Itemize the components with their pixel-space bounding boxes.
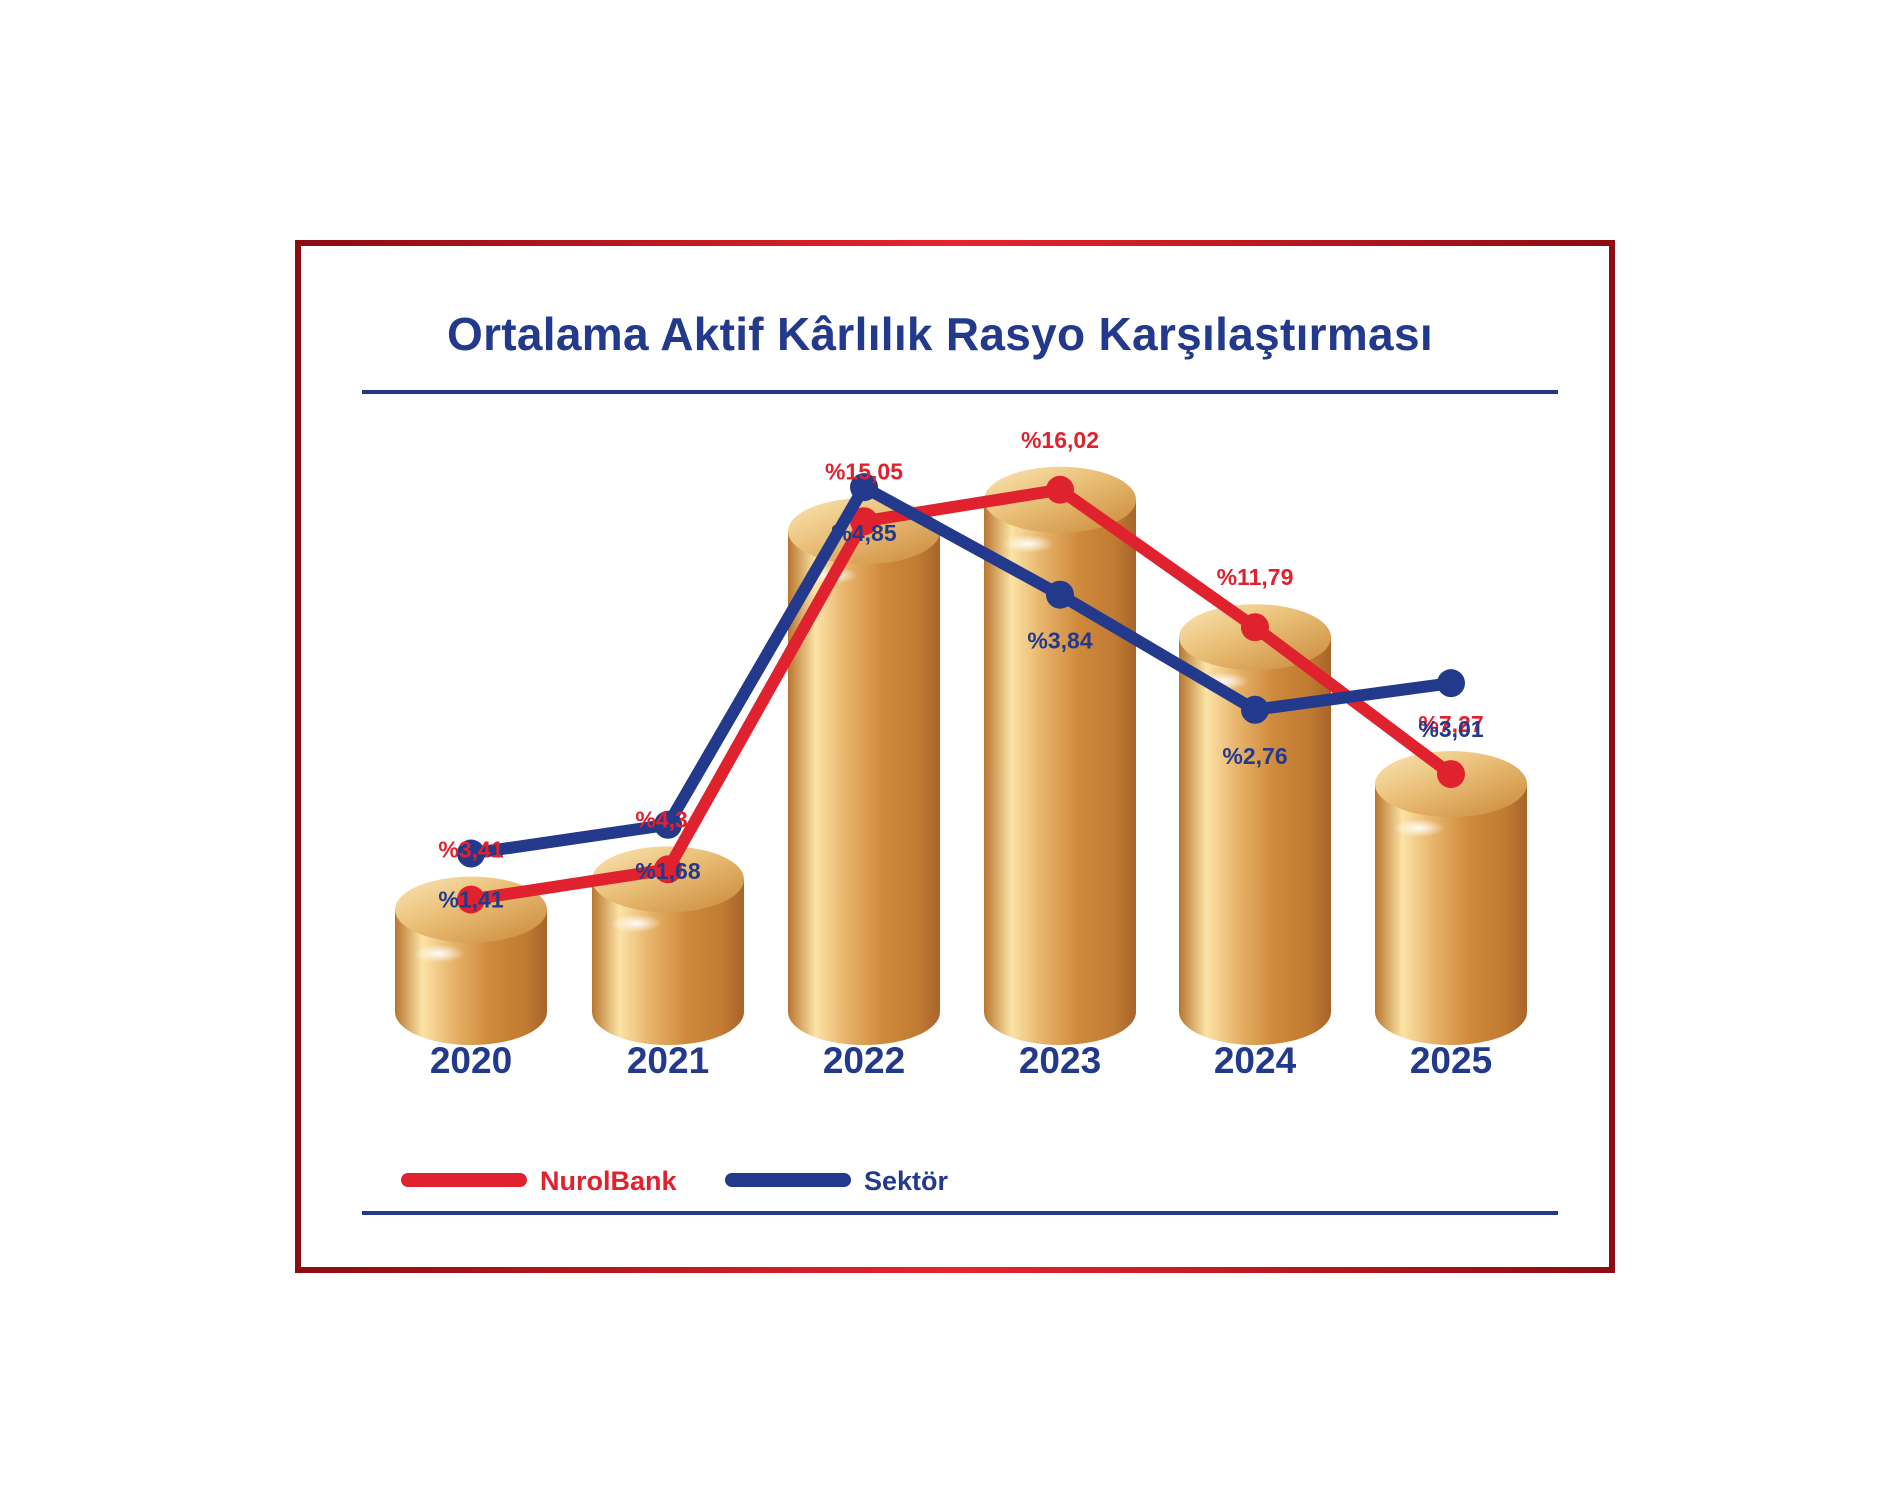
sektor-point-2025 (1437, 669, 1465, 698)
chart-frame (295, 240, 1615, 1273)
bar-cylinder-2025 (1375, 751, 1527, 1045)
nurolbank-value-label-2025: %7,27 (1418, 711, 1483, 737)
legend-label-sektor: Sektör (864, 1166, 949, 1196)
sektor-value-label-2024: %2,76 (1222, 743, 1287, 769)
nurolbank-value-label-2024: %11,79 (1217, 564, 1294, 590)
nurolbank-line (465, 483, 1457, 906)
sektor-value-label-2022: %4,85 (831, 520, 896, 546)
x-tick-label-2023: 2023 (1019, 1040, 1101, 1081)
nurolbank-value-label-2023: %16,02 (1021, 427, 1099, 453)
sektor-value-label-2025: %3,01 (1418, 716, 1483, 742)
sektor-value-label-2020: %1,41 (438, 887, 503, 913)
nurolbank-point-2025 (1437, 760, 1465, 789)
bars-layer (395, 466, 1527, 1045)
nurolbank-value-label-2020: %3,41 (438, 837, 503, 863)
legend-label-nurolbank: NurolBank (540, 1166, 678, 1196)
lines-layer (457, 473, 1465, 914)
sektor-point-2024 (1241, 695, 1269, 724)
x-tick-label-2020: 2020 (430, 1040, 512, 1081)
nurolbank-point-2021 (654, 855, 682, 884)
sektor-point-2020 (457, 839, 485, 868)
bar-cylinder-2023 (984, 466, 1136, 1045)
bar-body-2024 (1179, 637, 1331, 1045)
nurolbank-point-2020 (457, 885, 485, 914)
sektor-value-label-2023: %3,84 (1027, 628, 1092, 654)
x-tick-label-2022: 2022 (823, 1040, 905, 1081)
x-tick-label-2021: 2021 (627, 1040, 709, 1081)
bar-body-2022 (788, 531, 940, 1045)
nurolbank-point-2023 (1046, 475, 1074, 504)
legend: NurolBank Sektör (401, 1166, 949, 1196)
sektor-value-label-2021: %1,68 (635, 858, 700, 884)
bar-shine-2023 (1002, 534, 1054, 553)
bar-body-2023 (984, 499, 1136, 1045)
bar-body-2020 (395, 909, 547, 1045)
bar-body-2025 (1375, 784, 1527, 1045)
bar-shine-2025 (1393, 819, 1445, 838)
labels-layer: %3,41 %4,34 %15,05 %16,02 %11,79 %7,27 %1,41 %1… (430, 427, 1492, 1081)
chart-title: Ortalama Aktif Kârlılık Rasyo Karşılaştı… (447, 308, 1433, 360)
bar-shine-2021 (610, 914, 662, 933)
bar-shine-2020 (413, 944, 465, 963)
sektor-point-2023 (1046, 580, 1074, 609)
nurolbank-value-label-2021: %4,34 (635, 806, 700, 832)
x-tick-label-2025: 2025 (1410, 1040, 1492, 1081)
sektor-line (465, 481, 1457, 860)
sektor-point-2022 (850, 473, 878, 502)
x-tick-label-2024: 2024 (1214, 1040, 1297, 1081)
nurolbank-point-2022 (850, 507, 878, 536)
nurolbank-value-label-2022: %15,05 (825, 458, 903, 484)
sektor-point-2021 (654, 810, 682, 839)
nurolbank-point-2024 (1241, 613, 1269, 642)
